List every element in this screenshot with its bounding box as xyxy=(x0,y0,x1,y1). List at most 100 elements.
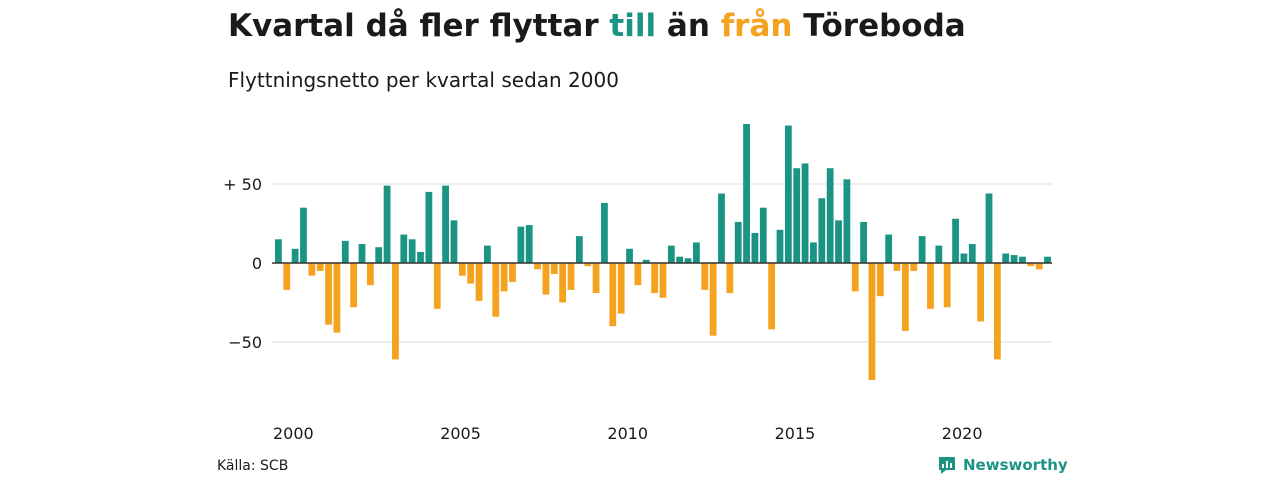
bar xyxy=(784,125,792,263)
bar xyxy=(893,263,901,271)
bar xyxy=(475,263,483,301)
title-fran: från xyxy=(720,8,793,44)
y-tick-label: 0 xyxy=(252,254,262,273)
x-tick-label: 2000 xyxy=(273,424,314,443)
bar xyxy=(609,263,617,327)
bar xyxy=(943,263,951,308)
bar xyxy=(433,263,441,309)
y-tick-label: + 50 xyxy=(223,175,262,194)
x-axis: 2000 2005 2010 2015 2020 xyxy=(273,424,983,443)
bar xyxy=(1010,255,1018,263)
bar xyxy=(676,256,684,263)
bar xyxy=(484,245,491,263)
bar xyxy=(885,234,893,263)
bar xyxy=(952,218,959,263)
x-tick-label: 2020 xyxy=(942,424,983,443)
bar xyxy=(743,123,750,264)
bar xyxy=(358,244,366,263)
bar xyxy=(308,263,316,276)
bar xyxy=(417,251,424,263)
chart-subtitle: Flyttningsnetto per kvartal sedan 2000 xyxy=(228,68,619,92)
bar xyxy=(1035,263,1043,270)
bar xyxy=(701,263,709,290)
bar xyxy=(450,220,458,263)
bar xyxy=(642,259,650,263)
title-part-2: än xyxy=(656,8,721,44)
bar xyxy=(458,263,466,276)
bar xyxy=(509,263,516,282)
bar xyxy=(985,193,993,263)
bar xyxy=(876,263,884,297)
bar xyxy=(283,263,291,290)
bar xyxy=(542,263,550,295)
bar xyxy=(977,263,985,322)
bar xyxy=(651,263,658,294)
bar xyxy=(726,263,734,294)
bar xyxy=(534,263,541,270)
x-tick-label: 2015 xyxy=(775,424,816,443)
bar xyxy=(408,239,416,263)
bar xyxy=(718,193,725,263)
y-axis: + 50 0 −50 xyxy=(223,175,262,352)
bar xyxy=(400,234,408,263)
bar xyxy=(567,263,575,290)
bar xyxy=(275,239,282,263)
bar xyxy=(793,168,801,263)
y-tick-label: −50 xyxy=(228,333,262,352)
bar xyxy=(1019,256,1026,263)
bar xyxy=(918,236,926,263)
bar xyxy=(1044,256,1051,263)
bar xyxy=(467,263,475,284)
bar xyxy=(550,263,558,275)
bar xyxy=(667,245,675,263)
bar xyxy=(693,242,700,263)
bar xyxy=(291,248,299,263)
bar xyxy=(768,263,776,330)
bar xyxy=(935,245,943,263)
bar xyxy=(584,263,592,267)
bar xyxy=(801,163,809,263)
bar xyxy=(601,202,608,263)
chart-title: Kvartal då fler flyttar till än från Tör… xyxy=(228,8,966,44)
bar xyxy=(835,220,842,263)
x-tick-label: 2005 xyxy=(440,424,481,443)
gridlines xyxy=(272,183,1052,343)
bar xyxy=(826,168,834,263)
bar xyxy=(392,263,399,360)
bar xyxy=(910,263,918,271)
title-part-3: Töreboda xyxy=(792,8,966,44)
bars xyxy=(275,123,1051,380)
bar xyxy=(425,191,433,263)
bar xyxy=(592,263,600,294)
bar xyxy=(626,248,633,263)
bar-chart: + 50 0 −50 2000 2005 2010 2015 2020 xyxy=(223,123,1052,443)
brand-name: Newsworthy xyxy=(963,456,1068,474)
x-tick-label: 2010 xyxy=(607,424,648,443)
bar xyxy=(776,229,784,263)
bar xyxy=(559,263,567,303)
bar xyxy=(341,240,349,263)
bar xyxy=(993,263,1001,360)
bar xyxy=(860,221,867,263)
bar xyxy=(383,185,391,263)
bar xyxy=(709,263,717,336)
bar xyxy=(902,263,909,331)
bar xyxy=(442,185,449,263)
bar xyxy=(659,263,667,298)
bar xyxy=(818,198,826,263)
bar xyxy=(375,247,383,263)
bar xyxy=(927,263,934,309)
bar xyxy=(868,263,876,380)
bar xyxy=(333,263,341,333)
title-part-1: Kvartal då fler flyttar xyxy=(228,8,610,44)
bar xyxy=(960,253,968,263)
bar xyxy=(350,263,358,308)
bar xyxy=(575,236,583,263)
bar xyxy=(759,207,767,263)
bar xyxy=(517,226,525,263)
bar xyxy=(734,221,742,263)
bar xyxy=(684,258,692,263)
brand-logo[interactable]: Newsworthy xyxy=(937,455,1068,475)
bar xyxy=(968,244,976,263)
bar xyxy=(810,242,817,263)
